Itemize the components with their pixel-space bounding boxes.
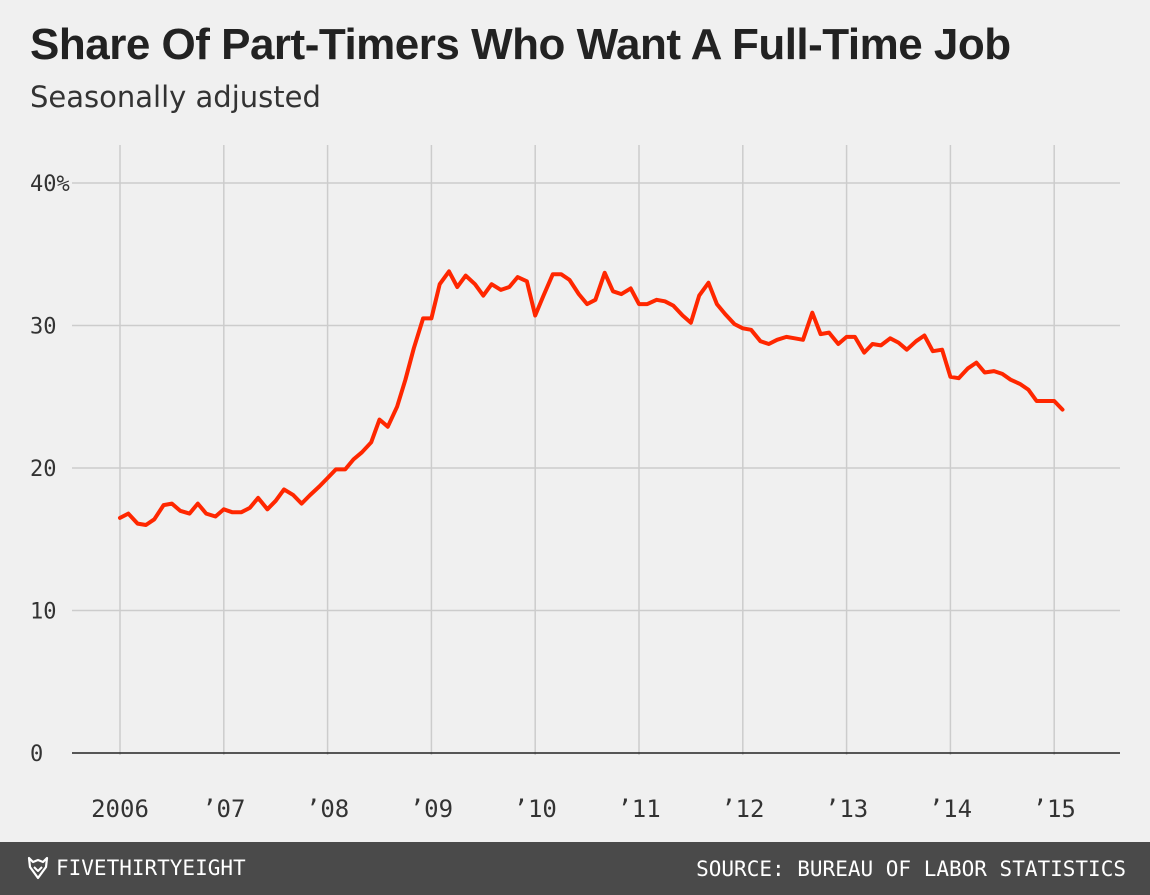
chart-subtitle: Seasonally adjusted xyxy=(30,80,321,114)
chart-title: Share Of Part-Timers Who Want A Full-Tim… xyxy=(30,20,1011,69)
y-tick-label: 10 xyxy=(30,600,57,625)
y-tick-label: 30 xyxy=(30,315,57,340)
line-chart: 0 10 20 30 40% 2006 ’07 ’08 ’09 ’10 ’11 ’12 ’13 ’14 ’1… xyxy=(30,145,1120,823)
x-tick-label: ’09 xyxy=(410,795,453,823)
brand: FIVETHIRTYEIGHT xyxy=(26,856,246,880)
x-tick-label: ’13 xyxy=(825,795,868,823)
x-tick-label: ’14 xyxy=(929,795,972,823)
footer-bar: FIVETHIRTYEIGHT SOURCE: BUREAU OF LABOR … xyxy=(0,842,1150,895)
x-tick-label: ’07 xyxy=(202,795,245,823)
x-tick-label: ’11 xyxy=(617,795,660,823)
x-tick-label: 2006 xyxy=(91,795,149,823)
y-tick-label: 40% xyxy=(30,172,70,197)
source-credit: SOURCE: BUREAU OF LABOR STATISTICS xyxy=(696,857,1126,881)
fox-logo-icon xyxy=(27,856,49,880)
y-tick-label: 0 xyxy=(30,742,43,767)
x-tick-label: ’08 xyxy=(306,795,349,823)
x-tick-label: ’10 xyxy=(514,795,557,823)
brand-name: FIVETHIRTYEIGHT xyxy=(56,856,246,880)
y-tick-label: 20 xyxy=(30,457,57,482)
series-line xyxy=(118,269,1065,527)
x-tick-label: ’15 xyxy=(1033,795,1076,823)
x-tick-label: ’12 xyxy=(721,795,764,823)
